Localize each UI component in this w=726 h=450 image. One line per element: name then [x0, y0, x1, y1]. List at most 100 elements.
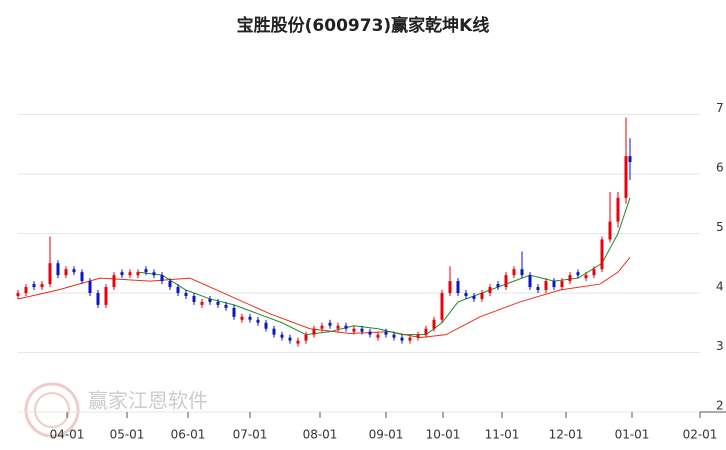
candle-body: [80, 272, 84, 282]
candle-body: [628, 156, 632, 163]
candle-body: [320, 325, 324, 329]
candle-body: [24, 287, 28, 293]
candle-body: [144, 269, 148, 273]
candle-body: [600, 239, 604, 270]
x-tick-label: 04-01: [50, 428, 85, 442]
candle-body: [32, 284, 36, 288]
x-tick-label: 02-01: [683, 428, 718, 442]
candle-body: [408, 337, 412, 341]
x-tick-label: 08-01: [303, 428, 338, 442]
candle-body: [520, 269, 524, 276]
candle-body: [96, 293, 100, 305]
candle-body: [184, 293, 188, 296]
watermark: 赢家江恩软件: [88, 389, 208, 413]
y-tick-label: 6: [716, 161, 724, 175]
candle-body: [232, 307, 236, 317]
candle-body: [216, 301, 220, 305]
candle-body: [544, 281, 548, 291]
x-tick-label: 07-01: [233, 428, 268, 442]
logo: [24, 382, 80, 438]
candle-body: [88, 281, 92, 293]
candle-body: [376, 334, 380, 338]
candle-body: [176, 287, 180, 293]
candle-body: [248, 316, 252, 320]
candle-body: [592, 269, 596, 276]
candle-body: [368, 331, 372, 335]
candle-body: [440, 293, 444, 320]
candle-body: [352, 328, 356, 332]
x-tick-label: 10-01: [426, 428, 461, 442]
candle-body: [448, 281, 452, 293]
candle-body: [136, 272, 140, 276]
candle-body: [112, 275, 116, 288]
moving-average: [137, 197, 631, 336]
candle-body: [496, 284, 500, 288]
candle-body: [504, 275, 508, 288]
candle-body: [512, 269, 516, 276]
y-tick-label: 7: [716, 101, 724, 115]
candle-body: [536, 287, 540, 291]
candle-body: [200, 301, 204, 305]
x-tick-label: 01-01: [615, 428, 650, 442]
candle-body: [64, 269, 68, 276]
candle-body: [256, 319, 260, 323]
candle-body: [424, 328, 428, 335]
candle-body: [160, 275, 164, 282]
y-tick-label: 4: [716, 280, 724, 294]
candle-body: [56, 263, 60, 276]
candle-body: [208, 298, 212, 302]
x-tick-label: 06-01: [171, 428, 206, 442]
candle-body: [584, 275, 588, 279]
candle-body: [288, 337, 292, 341]
candle-body: [384, 331, 388, 335]
x-tick-label: 05-01: [110, 428, 145, 442]
candle-body: [488, 287, 492, 293]
candle-body: [560, 281, 564, 288]
candle-body: [72, 269, 76, 273]
y-tick-label: 5: [716, 220, 724, 234]
candle-body: [152, 272, 156, 276]
candle-body: [608, 221, 612, 240]
candle-body: [456, 281, 460, 293]
candle-body: [48, 263, 52, 285]
candle-body: [16, 293, 20, 296]
candle-body: [192, 295, 196, 302]
candle-body: [296, 340, 300, 344]
x-tick-label: 09-01: [369, 428, 404, 442]
candle-body: [392, 334, 396, 338]
candle-body: [464, 293, 468, 296]
candle-body: [264, 322, 268, 329]
candle-body: [272, 328, 276, 335]
candle-body: [472, 295, 476, 299]
candle-body: [312, 328, 316, 335]
candle-body: [280, 334, 284, 338]
candle-body: [224, 304, 228, 308]
candle-body: [552, 281, 556, 288]
y-tick-label: 3: [716, 339, 724, 353]
candle-body: [400, 337, 404, 341]
candle-body: [240, 316, 244, 320]
candle-body: [304, 334, 308, 341]
x-tick-label: 11-01: [485, 428, 520, 442]
chart-title: 宝胜股份(600973)赢家乾坤K线: [237, 15, 490, 36]
candle-body: [432, 319, 436, 329]
candle-body: [168, 281, 172, 288]
candle-body: [336, 325, 340, 329]
candle-body: [360, 328, 364, 332]
candle-body: [328, 322, 332, 326]
candle-body: [480, 293, 484, 299]
candle-body: [416, 334, 420, 338]
candle-body: [616, 197, 620, 222]
candle-body: [128, 272, 132, 276]
candle-body: [576, 272, 580, 276]
candle-body: [120, 272, 124, 276]
candle-body: [344, 325, 348, 329]
candle-body: [624, 156, 628, 198]
y-tick-label: 2: [716, 399, 724, 413]
candle-body: [568, 275, 572, 282]
candle-body: [40, 284, 44, 288]
moving-average: [17, 256, 631, 339]
candle-body: [104, 287, 108, 305]
candle-body: [528, 275, 532, 288]
